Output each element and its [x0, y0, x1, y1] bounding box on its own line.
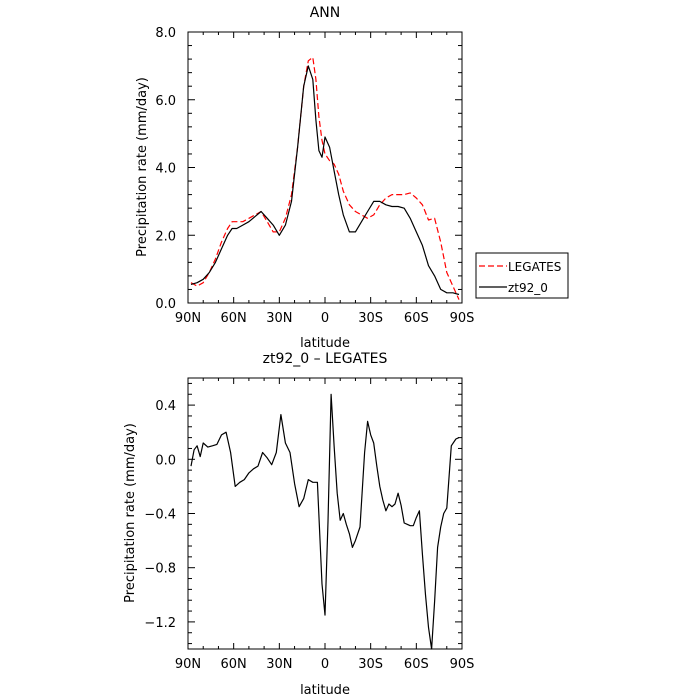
x-tick-label: 30N	[266, 657, 292, 672]
legend: LEGATES zt92_0	[475, 252, 569, 299]
y-tick-label: −1.2	[144, 616, 176, 631]
x-tick-label: 60S	[404, 311, 429, 326]
y-tick-label: 2.0	[155, 229, 176, 244]
y-tick-label: 6.0	[155, 94, 176, 109]
y-tick-label: 8.0	[155, 26, 176, 41]
bottom-x-axis-label: latitude	[300, 683, 350, 698]
y-tick-label: 0.0	[155, 453, 176, 468]
x-tick-label: 0	[321, 657, 329, 672]
x-tick-label: 30S	[358, 311, 383, 326]
x-tick-label: 90N	[175, 657, 201, 672]
x-tick-label: 90S	[450, 311, 475, 326]
top-title: ANN	[310, 5, 341, 21]
legend-label-legates: LEGATES	[508, 260, 561, 274]
series-line-legates	[190, 56, 460, 300]
x-tick-label: 60S	[404, 657, 429, 672]
bottom-series-lines	[190, 393, 460, 650]
y-tick-label: 0.0	[155, 297, 176, 312]
y-tick-label: −0.8	[144, 562, 176, 577]
top-plot-frame	[187, 31, 463, 304]
x-tick-label: 0	[321, 311, 329, 326]
top-y-axis-label: Precipitation rate (mm/day)	[135, 77, 150, 257]
bottom-y-axis-label: Precipitation rate (mm/day)	[123, 423, 138, 603]
x-tick-label: 90S	[450, 657, 475, 672]
x-tick-label: 60N	[221, 311, 247, 326]
y-tick-label: 4.0	[155, 162, 176, 177]
x-tick-label: 90N	[175, 311, 201, 326]
x-tick-label: 30N	[266, 311, 292, 326]
y-tick-label: −0.4	[144, 508, 176, 523]
x-tick-label: 60N	[221, 657, 247, 672]
series-line-difference	[190, 393, 460, 650]
bottom-title: zt92_0 – LEGATES	[263, 351, 388, 367]
legend-box	[475, 252, 569, 299]
top-panel: ANN 90N 60N 30N 0 30S 60S 90S 0.0 2.0 4.0 6.0 8.0 l…	[135, 5, 569, 351]
legend-label-zt92-0: zt92_0	[508, 281, 548, 295]
top-ticks: 90N 60N 30N 0 30S 60S 90S 0.0 2.0 4.0 6.0 8.0	[155, 26, 474, 326]
y-tick-label: 0.4	[155, 399, 176, 414]
bottom-ticks: 90N 60N 30N 0 30S 60S 90S 0.4 0.0 −0.4 −0.8 −1.2	[144, 378, 474, 672]
series-line-zt92-0	[190, 65, 460, 296]
bottom-panel: zt92_0 – LEGATES 90N 60N 30N 0 30S 60S 90S 0.4 0…	[123, 351, 474, 698]
x-tick-label: 30S	[358, 657, 383, 672]
top-x-axis-label: latitude	[300, 336, 350, 351]
top-series-lines	[190, 56, 460, 300]
